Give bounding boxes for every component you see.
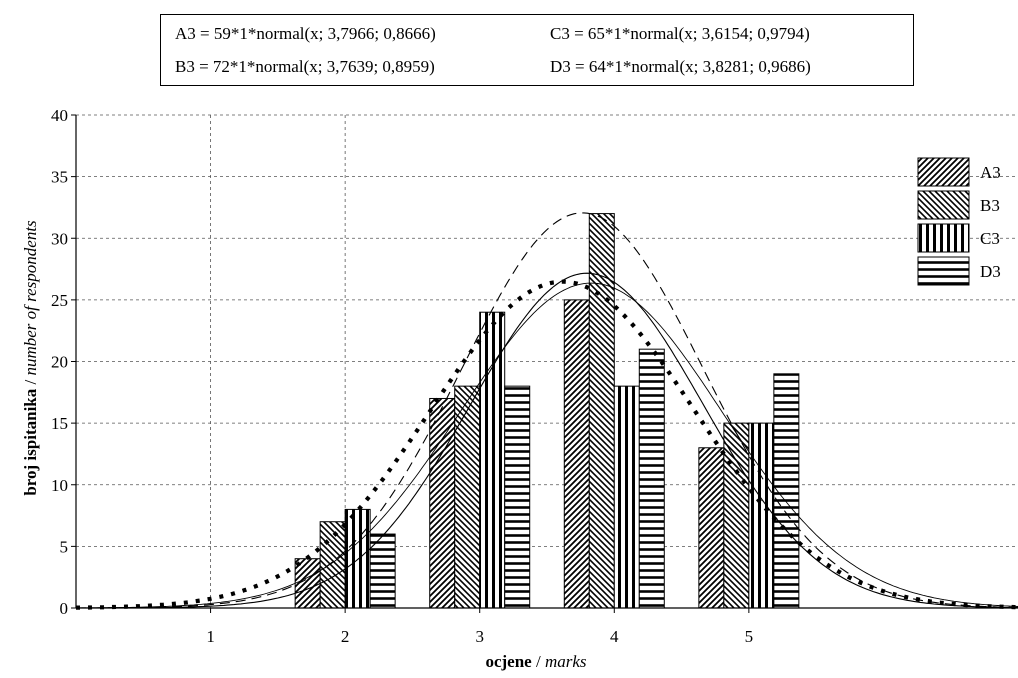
y-tick-label: 10: [51, 476, 68, 495]
y-axis-label-sep: /: [21, 376, 40, 389]
bar-c3: [748, 422, 775, 609]
y-tick-label: 5: [60, 537, 69, 556]
equation-b3: B3 = 72*1*normal(x; 3,7639; 0,8959): [175, 57, 435, 76]
y-axis-label-bold: broj ispitanika: [21, 388, 40, 495]
x-tick-label: 4: [610, 627, 619, 646]
equation-c3: C3 = 65*1*normal(x; 3,6154; 0,9794): [550, 24, 810, 43]
y-tick-label: 30: [51, 229, 68, 248]
legend-label-c3: C3: [980, 229, 1000, 248]
x-tick-label: 2: [341, 627, 350, 646]
bar-b3: [454, 385, 481, 609]
legend-swatch-d3: [917, 256, 970, 286]
x-axis-label-bold: ocjene: [485, 652, 532, 671]
legend-swatch-a3: [917, 157, 970, 187]
fit-curve-d3: [76, 282, 1018, 609]
x-tick-label: 1: [206, 627, 215, 646]
bar-b3: [588, 213, 615, 609]
equation-d3: D3 = 64*1*normal(x; 3,8281; 0,9686): [550, 57, 811, 76]
x-axis-label-italic: marks: [545, 652, 587, 671]
legend-swatch-c3: [917, 223, 970, 253]
y-tick-label: 0: [60, 599, 69, 618]
bar-b3: [723, 422, 750, 609]
bar-c3: [479, 311, 506, 609]
equations-box: A3 = 59*1*normal(x; 3,7966; 0,8666) C3 =…: [160, 14, 914, 86]
fit-curves: [76, 212, 1018, 610]
fit-curve-a3: [76, 272, 1018, 609]
bar-b3: [319, 521, 346, 609]
fit-curve-b3: [76, 212, 1018, 609]
legend: A3 B3 C3 D3: [917, 157, 1001, 286]
y-tick-label: 15: [51, 414, 68, 433]
bar-a3: [429, 397, 456, 609]
equation-a3: A3 = 59*1*normal(x; 3,7966; 0,8666): [175, 24, 436, 43]
legend-label-b3: B3: [980, 196, 1000, 215]
bar-d3: [638, 348, 665, 609]
x-tick-label: 5: [745, 627, 754, 646]
y-tick-label: 40: [51, 106, 68, 125]
legend-label-a3: A3: [980, 163, 1001, 182]
y-tick-label: 25: [51, 291, 68, 310]
x-axis-label: ocjene / marks: [485, 652, 586, 671]
bar-c3: [613, 385, 640, 609]
legend-swatch-b3: [917, 190, 970, 220]
bar-d3: [773, 373, 800, 609]
axes: 0 5 10 15 20 25 30 35 40 1 2 3 4 5: [51, 106, 1018, 646]
bar-a3: [698, 447, 725, 609]
fit-curve-c3: [76, 279, 1018, 610]
y-axis-label: broj ispitanika / number of respondents: [21, 220, 40, 496]
bar-c3: [344, 508, 371, 609]
grid: [76, 114, 1018, 608]
y-axis-label-italic: number of respondents: [21, 220, 40, 376]
y-tick-label: 20: [51, 353, 68, 372]
y-tick-label: 35: [51, 168, 68, 187]
bar-d3: [504, 385, 531, 609]
bar-a3: [563, 299, 590, 609]
x-axis-label-sep: /: [532, 652, 545, 671]
x-tick-label: 3: [475, 627, 484, 646]
legend-label-d3: D3: [980, 262, 1001, 281]
bars: [294, 213, 800, 609]
